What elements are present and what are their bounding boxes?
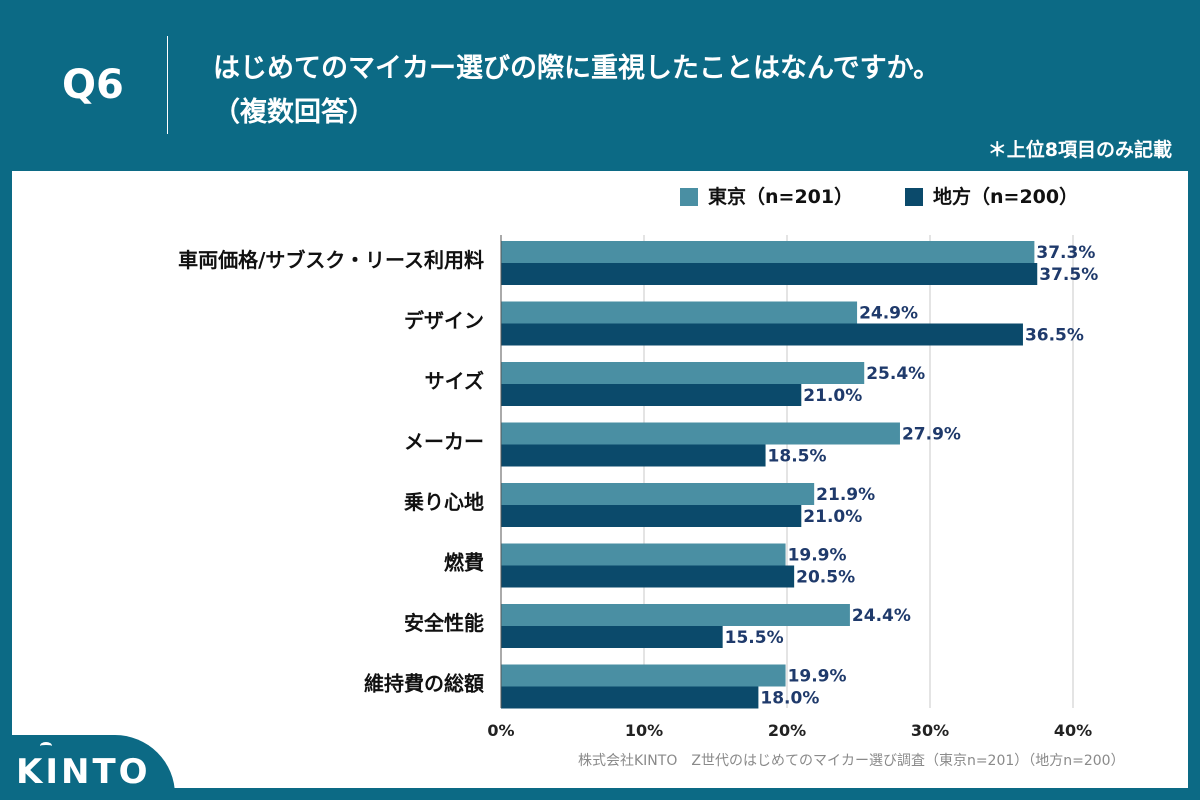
category-label: メーカー xyxy=(404,430,484,454)
value-label: 24.4% xyxy=(852,606,911,626)
bar xyxy=(501,604,850,626)
value-label: 21.0% xyxy=(803,386,862,406)
bar xyxy=(501,543,786,566)
value-label: 15.5% xyxy=(725,628,784,648)
category-label: 乗り心地 xyxy=(404,490,484,514)
category-label: 維持費の総額 xyxy=(364,672,484,696)
question-label: Q6 xyxy=(62,62,124,108)
category-label: 車両価格/サブスク・リース利用料 xyxy=(178,248,484,272)
question-title: はじめてのマイカー選びの際に重視したことはなんですか。 xyxy=(213,53,941,84)
category-label: 安全性能 xyxy=(404,611,484,635)
header-divider xyxy=(167,36,168,134)
value-label: 37.5% xyxy=(1039,265,1098,285)
bar xyxy=(501,505,802,527)
value-label: 20.5% xyxy=(796,568,855,588)
question-title-sub: （複数回答） xyxy=(213,97,375,128)
category-label: 燃費 xyxy=(444,551,484,575)
source-note: 株式会社KINTO Z世代のはじめてのマイカー選び調査（東京n=201）（地方n… xyxy=(578,753,1125,769)
bar xyxy=(501,565,795,588)
top-items-note: ＊上位8項目のみ記載 xyxy=(987,139,1172,161)
value-label: 24.9% xyxy=(859,304,918,324)
kinto-logo: KINTO xyxy=(16,752,151,792)
x-tick-label: 10% xyxy=(625,721,663,740)
bar xyxy=(501,241,1035,263)
value-label: 19.9% xyxy=(788,667,847,687)
legend-label: 地方（n=200） xyxy=(933,185,1078,208)
value-label: 36.5% xyxy=(1025,326,1084,346)
bar xyxy=(501,323,1023,346)
x-tick-label: 40% xyxy=(1054,721,1092,740)
value-label: 27.9% xyxy=(902,425,961,445)
x-tick-label: 30% xyxy=(911,721,949,740)
value-label: 37.3% xyxy=(1036,243,1095,263)
legend-swatch xyxy=(680,188,698,206)
logo-tab xyxy=(0,735,175,800)
value-label: 21.9% xyxy=(816,485,875,505)
x-tick-label: 20% xyxy=(768,721,806,740)
value-label: 18.5% xyxy=(768,447,827,467)
value-label: 18.0% xyxy=(760,689,819,709)
logo-accent xyxy=(40,742,52,750)
bar xyxy=(501,444,766,467)
bar xyxy=(501,263,1038,285)
bar xyxy=(501,422,900,445)
value-label: 25.4% xyxy=(866,364,925,384)
value-label: 21.0% xyxy=(803,507,862,527)
category-label: サイズ xyxy=(425,369,484,393)
bar xyxy=(501,686,759,709)
bar xyxy=(501,301,858,324)
x-tick-label: 0% xyxy=(487,721,514,740)
bar xyxy=(501,362,865,384)
bar xyxy=(501,384,802,406)
bar xyxy=(501,483,815,505)
value-label: 19.9% xyxy=(788,546,847,566)
bar xyxy=(501,626,723,648)
legend-swatch xyxy=(905,188,923,206)
legend-label: 東京（n=201） xyxy=(708,185,853,208)
category-label: デザイン xyxy=(404,309,484,333)
bar xyxy=(501,664,786,687)
